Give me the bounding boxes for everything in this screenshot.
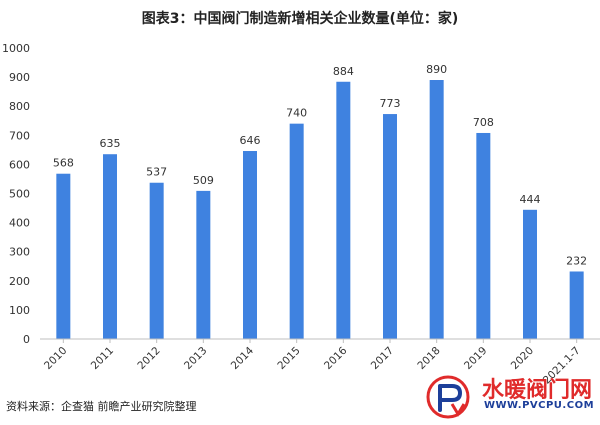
bars: 568 635 537 509 646 740 884 773 890 708 444 232 [53,63,587,340]
y-tick-label: 1000 [2,42,30,55]
data-label: 773 [380,97,401,110]
bar [383,114,397,339]
data-label: 740 [286,107,307,120]
bar [243,151,257,339]
x-tick-label: 2019 [462,345,489,372]
x-tick-label: 2018 [415,345,442,372]
bar [476,132,491,339]
data-label: 646 [240,134,261,147]
bar [56,173,71,339]
data-label: 708 [473,116,494,129]
y-tick-label: 800 [9,100,30,113]
data-label: 444 [520,193,541,206]
bar [103,154,117,339]
y-tick-label: 100 [9,304,30,317]
bar [196,190,211,339]
bar [523,209,537,339]
bar [336,81,351,340]
bar [289,123,304,339]
y-tick-label: 300 [9,246,30,259]
x-tick-label: 2013 [182,345,209,372]
logo-mark-icon [426,375,470,419]
y-tick-label: 200 [9,275,30,288]
data-label: 884 [333,65,354,78]
data-label: 890 [426,63,447,76]
site-logo: 水暖阀门网 WWW.PVCPU.COM [420,372,598,422]
data-label: 509 [193,174,214,187]
x-tick-label: 2017 [369,345,396,372]
data-label: 635 [100,137,121,150]
logo-name: 水暖阀门网 [482,378,593,403]
logo-url: WWW.PVCPU.COM [484,400,595,411]
x-tick-label: 2015 [275,345,302,372]
y-tick-label: 700 [9,129,30,142]
chart-title: 图表3：中国阀门制造新增相关企业数量(单位：家) [141,11,459,27]
x-tick-label: 2011 [89,345,116,372]
x-tick-label: 2014 [229,344,257,372]
bar [149,182,164,339]
source-note: 资料来源：企查猫 前瞻产业研究院整理 [6,400,197,413]
x-tick-label: 2016 [322,344,350,372]
y-tick-label: 900 [9,71,30,84]
y-tick-label: 0 [23,333,30,346]
bar [569,271,584,339]
y-tick-label: 400 [9,217,30,230]
data-label: 568 [53,157,74,170]
x-tick-label: 2010 [42,345,69,372]
y-axis: 0 100 200 300 400 500 600 700 800 900 1000 [2,42,30,346]
bar [429,80,444,339]
y-tick-label: 600 [9,158,30,171]
x-tick-label: 2012 [135,345,162,372]
y-tick-label: 500 [9,188,30,201]
data-label: 537 [146,166,167,179]
x-tick-label: 2020 [509,345,536,372]
data-label: 232 [566,254,587,267]
